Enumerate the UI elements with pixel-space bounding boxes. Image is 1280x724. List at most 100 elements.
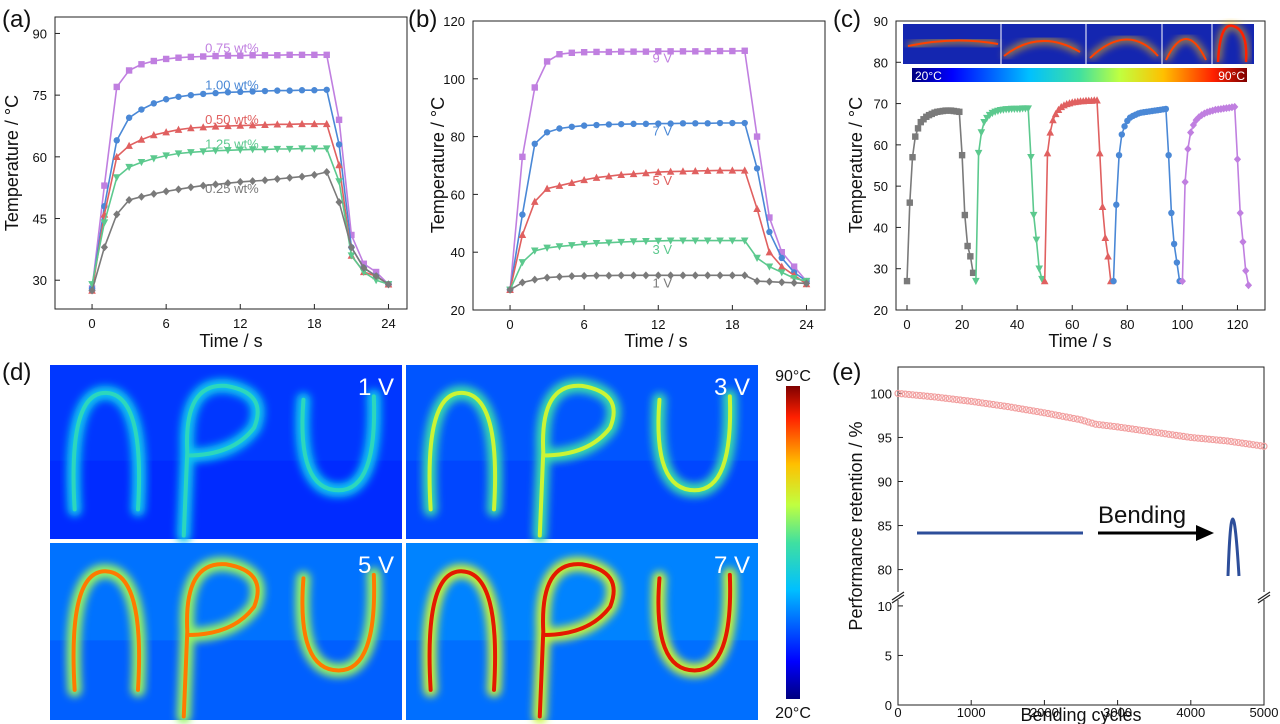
y-tick-label: 40 bbox=[451, 245, 465, 260]
data-point bbox=[568, 123, 576, 130]
data-point bbox=[248, 121, 257, 129]
data-point bbox=[323, 86, 330, 93]
data-point bbox=[996, 401, 1005, 410]
data-point bbox=[629, 169, 638, 178]
data-point bbox=[630, 120, 637, 128]
data-point bbox=[1026, 406, 1034, 414]
data-point bbox=[224, 52, 232, 59]
x-tick-label: 12 bbox=[651, 317, 665, 332]
data-point bbox=[310, 119, 319, 128]
data-point bbox=[960, 396, 968, 405]
data-point bbox=[1046, 128, 1055, 136]
voltage-label: 7 V bbox=[714, 552, 750, 579]
data-point bbox=[162, 187, 170, 196]
data-point bbox=[753, 165, 761, 172]
data-point bbox=[1101, 233, 1110, 241]
data-point bbox=[1176, 432, 1184, 440]
data-point bbox=[298, 51, 306, 59]
data-point bbox=[716, 271, 724, 280]
series-label: 7 V bbox=[653, 124, 673, 139]
data-point bbox=[1049, 116, 1057, 124]
data-point bbox=[1099, 421, 1107, 429]
data-point bbox=[1168, 209, 1175, 217]
data-point bbox=[335, 141, 343, 148]
data-point bbox=[618, 48, 625, 55]
data-point bbox=[679, 167, 687, 175]
data-point bbox=[543, 58, 551, 65]
x-tick-label: 120 bbox=[1227, 317, 1249, 332]
y-tick-label: 10 bbox=[878, 599, 892, 614]
data-point bbox=[174, 125, 183, 133]
heater-trace bbox=[537, 383, 616, 538]
data-point bbox=[1092, 420, 1100, 428]
bending-annotation: Bending bbox=[1098, 502, 1186, 529]
data-point bbox=[1260, 442, 1268, 450]
data-point bbox=[692, 48, 699, 55]
y-tick-label: 80 bbox=[874, 55, 888, 70]
y-tick-label: 90 bbox=[878, 475, 892, 490]
data-point bbox=[112, 152, 121, 161]
heater-trace bbox=[181, 562, 260, 719]
data-point bbox=[187, 53, 195, 61]
data-point bbox=[905, 390, 913, 399]
data-point bbox=[691, 237, 700, 245]
data-point bbox=[593, 121, 600, 129]
data-point bbox=[903, 277, 911, 285]
y-tick-label: 20 bbox=[874, 303, 888, 318]
data-point bbox=[766, 214, 773, 221]
data-point bbox=[1231, 438, 1239, 446]
data-point bbox=[543, 273, 551, 282]
data-point bbox=[956, 396, 964, 404]
data-point bbox=[901, 390, 909, 398]
panel-label-b: (b) bbox=[408, 6, 437, 33]
data-point bbox=[224, 121, 232, 130]
panel-label-e: (e) bbox=[832, 359, 861, 386]
data-point bbox=[298, 119, 306, 128]
data-point bbox=[555, 272, 564, 281]
series-group-c bbox=[903, 96, 1253, 290]
data-point bbox=[982, 399, 990, 408]
y-tick-label: 30 bbox=[33, 273, 47, 288]
data-point bbox=[530, 247, 539, 255]
data-point bbox=[248, 146, 257, 154]
data-point bbox=[927, 392, 935, 401]
data-point bbox=[679, 48, 687, 55]
data-point bbox=[187, 91, 195, 99]
data-point bbox=[274, 87, 281, 94]
data-point bbox=[261, 87, 269, 95]
data-point bbox=[741, 47, 748, 54]
x-tick-label: 0 bbox=[506, 317, 513, 332]
data-point bbox=[691, 271, 699, 280]
data-point bbox=[642, 48, 650, 55]
y-tick-label: 90 bbox=[874, 14, 888, 29]
bending-bent-strip bbox=[1226, 517, 1241, 577]
data-point bbox=[1066, 414, 1074, 422]
data-point bbox=[372, 272, 380, 281]
data-point bbox=[974, 398, 983, 407]
data-point bbox=[1170, 240, 1178, 248]
panel-label-c: (c) bbox=[833, 6, 861, 33]
y-tick-label: 50 bbox=[874, 179, 888, 194]
data-point bbox=[1212, 436, 1221, 444]
heater-trace bbox=[300, 572, 377, 673]
data-point bbox=[274, 52, 281, 59]
data-point bbox=[971, 398, 979, 406]
thermal-image-grid: 1 V 3 V 5 V 7 V bbox=[50, 365, 758, 724]
data-point bbox=[211, 147, 220, 155]
data-point bbox=[531, 84, 538, 91]
data-point bbox=[261, 52, 269, 59]
y-axis-label-e: Performance retention / % bbox=[846, 421, 866, 630]
data-point bbox=[580, 240, 588, 249]
data-point bbox=[125, 196, 133, 205]
data-point bbox=[967, 397, 975, 405]
data-point bbox=[285, 145, 294, 154]
y-tick-label: 80 bbox=[451, 130, 465, 145]
data-point bbox=[174, 150, 183, 158]
data-point bbox=[974, 149, 983, 158]
data-point bbox=[753, 204, 761, 213]
voltage-label: 3 V bbox=[714, 374, 750, 401]
data-point bbox=[261, 146, 269, 154]
axis-ticks-e: 0 1000 2000 3000 4000 5000 0 5 10 80 85 90 95 100 bbox=[870, 386, 1278, 720]
data-point bbox=[137, 192, 146, 201]
data-point bbox=[384, 280, 393, 289]
